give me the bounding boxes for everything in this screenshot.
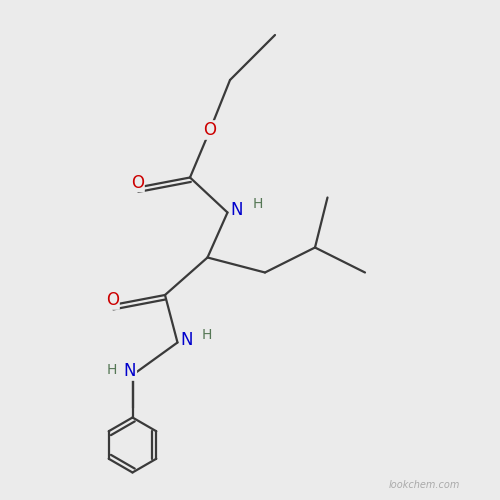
Text: O: O — [131, 174, 144, 192]
Text: N: N — [124, 362, 136, 380]
Text: lookchem.com: lookchem.com — [388, 480, 460, 490]
Text: O: O — [204, 121, 216, 139]
Text: H: H — [202, 328, 211, 342]
Text: N: N — [230, 201, 242, 219]
Text: O: O — [106, 291, 119, 309]
Text: H: H — [252, 197, 262, 211]
Text: H: H — [106, 363, 117, 377]
Text: N: N — [180, 331, 193, 349]
